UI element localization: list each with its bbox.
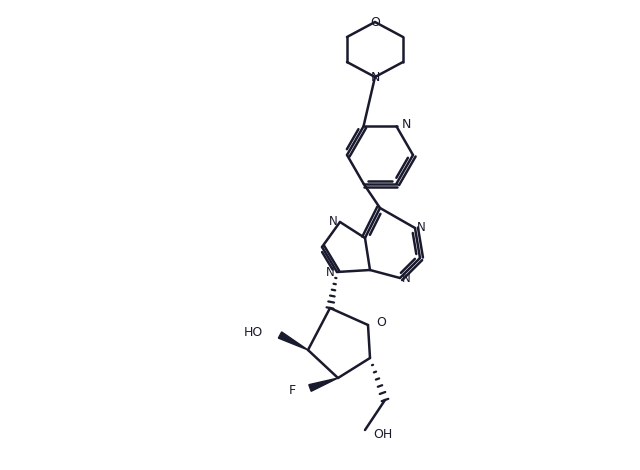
Text: N: N [417, 220, 426, 234]
Polygon shape [309, 378, 338, 392]
Polygon shape [278, 332, 308, 350]
Text: O: O [370, 16, 380, 29]
Text: F: F [289, 384, 296, 397]
Text: N: N [326, 266, 335, 280]
Text: O: O [376, 315, 386, 329]
Text: N: N [401, 118, 411, 131]
Text: N: N [371, 70, 380, 84]
Text: OH: OH [373, 428, 392, 440]
Text: N: N [402, 273, 411, 285]
Text: N: N [329, 214, 338, 227]
Text: HO: HO [244, 326, 263, 338]
